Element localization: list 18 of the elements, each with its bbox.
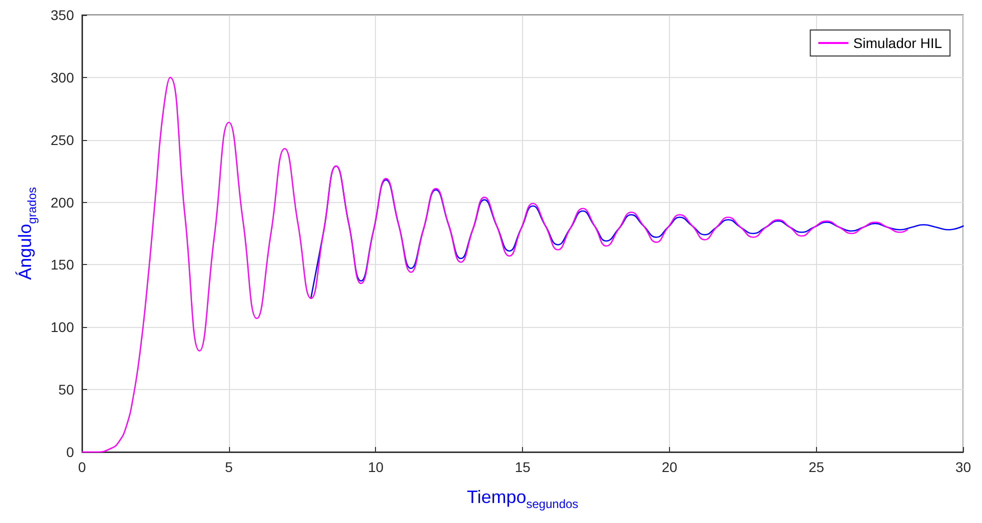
y-tick-label: 350 [50, 7, 74, 23]
x-tick-label: 5 [224, 459, 233, 475]
y-axis-title: Ángulogrados [15, 187, 39, 280]
x-tick-label: 15 [514, 459, 531, 475]
x-tick-label: 0 [78, 459, 86, 475]
y-tick-label: 300 [50, 69, 74, 86]
y-tick-label: 150 [50, 256, 74, 273]
y-tick-label: 250 [50, 132, 74, 148]
line-series [81, 76, 908, 453]
y-tick-label: 200 [50, 194, 74, 210]
y-tick-label: 0 [66, 444, 74, 460]
y-tick-label: 50 [58, 382, 74, 398]
legend-label: Simulador HIL [853, 35, 942, 51]
x-tick-label: 25 [808, 459, 824, 475]
y-tick-label: 100 [50, 319, 74, 336]
x-tick-label: 20 [662, 459, 678, 475]
x-tick-label: 10 [368, 459, 384, 475]
x-tick-label: 30 [955, 459, 972, 475]
